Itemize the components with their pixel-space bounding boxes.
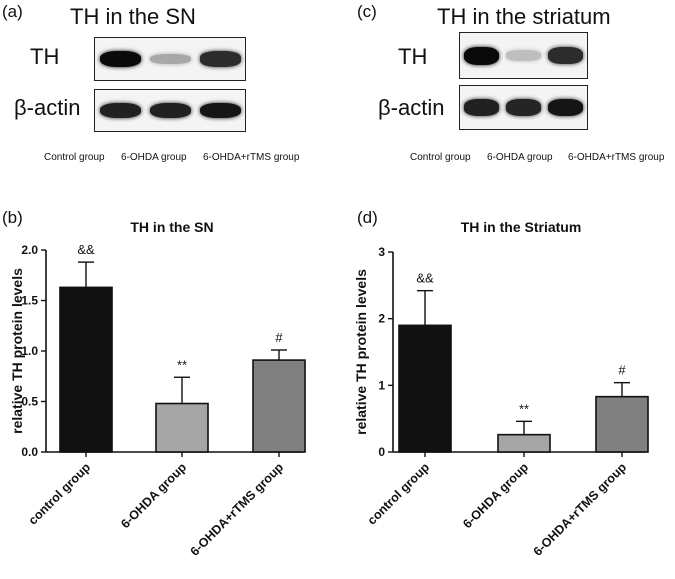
bar — [59, 286, 113, 453]
significance-label: # — [275, 330, 283, 345]
panel-letter-b: (b) — [2, 208, 23, 227]
blot-band — [548, 47, 584, 64]
significance-label: && — [416, 271, 434, 286]
y-axis-label: relative TH protein levels — [9, 268, 25, 434]
y-tick-label: 2.0 — [21, 243, 38, 257]
x-tick-label: control group — [26, 460, 94, 528]
blot-title-striatum: TH in the striatum — [437, 4, 611, 29]
blot-band — [149, 102, 191, 119]
y-tick-label: 3 — [378, 245, 385, 259]
y-axis-label: relative TH protein levels — [353, 269, 369, 435]
x-tick-label: 6-OHDA+rTMS group — [188, 460, 287, 559]
panel-letter-a: (a) — [2, 2, 23, 21]
chart-title: TH in the Striatum — [461, 219, 582, 235]
blot-label-th-sn: TH — [30, 44, 60, 69]
blot-band — [463, 46, 499, 65]
blot-band — [548, 99, 584, 116]
lane-label-rtms-striatum: 6-OHDA+rTMS group — [568, 152, 665, 163]
y-tick-label: 1.0 — [21, 344, 38, 358]
blot-label-actin-striatum: β-actin — [378, 95, 445, 120]
blot-actin-striatum — [459, 85, 588, 130]
blot-band — [506, 99, 541, 116]
y-tick-label: 0 — [378, 445, 385, 459]
blot-title-sn: TH in the SN — [70, 4, 196, 29]
y-tick-label: 0.0 — [21, 445, 38, 459]
lane-label-control-striatum: Control group — [410, 152, 471, 163]
significance-label: ** — [177, 357, 187, 372]
panel-letter-d: (d) — [357, 208, 378, 227]
blot-band — [199, 51, 241, 67]
blot-band — [99, 102, 141, 119]
lane-label-rtms-sn: 6-OHDA+rTMS group — [203, 152, 300, 163]
y-tick-label: 2 — [378, 312, 385, 326]
bar — [595, 395, 649, 453]
y-tick-label: 0.5 — [21, 395, 38, 409]
x-tick-label: 6-OHDA group — [460, 460, 531, 531]
bar — [155, 402, 209, 453]
x-tick-label: 6-OHDA group — [118, 460, 189, 531]
blot-band — [99, 50, 141, 68]
x-tick-label: control group — [365, 460, 433, 528]
chart-title: TH in the SN — [130, 219, 213, 235]
panel-letter-c: (c) — [357, 2, 377, 21]
bar — [252, 359, 306, 453]
lane-label-control-sn: Control group — [44, 152, 105, 163]
y-tick-label: 1.5 — [21, 294, 38, 308]
blot-th-striatum — [459, 32, 588, 79]
y-tick-label: 1 — [378, 378, 385, 392]
lane-label-6ohda-striatum: 6-OHDA group — [487, 152, 553, 163]
blot-label-actin-sn: β-actin — [14, 95, 81, 120]
significance-label: && — [77, 242, 95, 257]
blot-band — [149, 53, 191, 65]
blot-th-sn — [94, 37, 246, 81]
blot-band — [199, 102, 241, 119]
bar-chart-striatum: TH in the Striatum relative TH protein le… — [353, 219, 649, 559]
blot-label-th-striatum: TH — [398, 44, 428, 69]
lane-label-6ohda-sn: 6-OHDA group — [121, 152, 187, 163]
blot-band — [506, 50, 541, 61]
bar — [398, 324, 452, 453]
bar — [497, 433, 551, 453]
x-tick-label: 6-OHDA+rTMS group — [531, 460, 630, 559]
significance-label: # — [618, 363, 626, 378]
significance-label: ** — [519, 401, 529, 416]
blot-actin-sn — [94, 89, 246, 132]
blot-band — [463, 99, 499, 116]
